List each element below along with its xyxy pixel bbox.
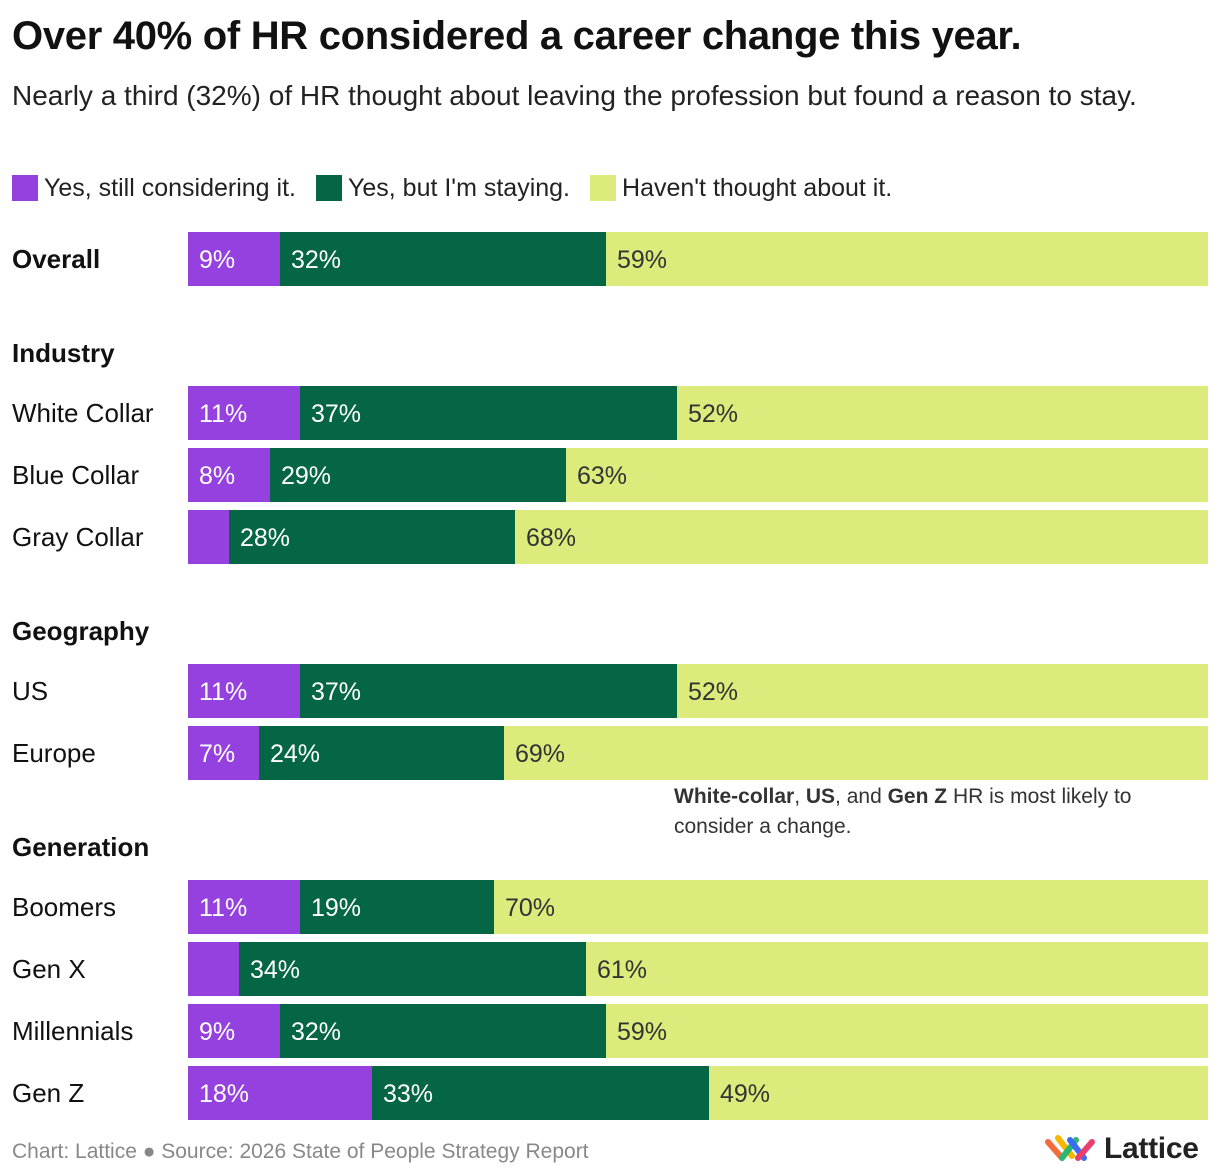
bar-label-boomers-considering: 11% <box>199 894 247 922</box>
bar-label-gray-collar-staying: 28% <box>240 524 290 552</box>
legend-label-considering: Yes, still considering it. <box>44 173 296 202</box>
annotation-bold-1: White-collar <box>674 785 795 808</box>
bar-millennials-considering <box>188 1004 280 1058</box>
bar-label-europe-not-thought: 69% <box>515 740 565 768</box>
legend-swatch-not-thought <box>590 175 617 201</box>
bar-millennials-staying <box>280 1004 606 1058</box>
bar-label-blue-collar-considering: 8% <box>199 462 235 490</box>
bar-label-gen-z-staying: 33% <box>383 1080 433 1108</box>
bar-gen-x-considering <box>188 942 239 996</box>
bar-label-overall-staying: 32% <box>291 246 341 274</box>
group-title-generation: Generation <box>12 832 149 862</box>
bar-white-collar-staying <box>300 386 677 440</box>
bar-europe-not-thought <box>504 726 1208 780</box>
bar-label-gen-z-considering: 18% <box>199 1080 249 1108</box>
bar-label-millennials-considering: 9% <box>199 1018 235 1046</box>
annotation-bold-3: Gen Z <box>887 785 948 808</box>
bar-label-boomers-staying: 19% <box>311 894 361 922</box>
bar-gray-collar-staying <box>229 510 515 564</box>
row-label-europe: Europe <box>12 738 96 768</box>
group-title-geography: Geography <box>12 616 150 646</box>
legend-swatch-staying <box>315 175 342 201</box>
bar-boomers-staying <box>300 880 494 934</box>
legend-item-considering: Yes, still considering it. <box>12 174 296 203</box>
row-label-white-collar: White Collar <box>12 398 154 428</box>
bar-label-boomers-not-thought: 70% <box>505 894 555 922</box>
chart-source-footer: Chart: Lattice ● Source: 2026 State of P… <box>12 1140 589 1163</box>
lattice-logo: Lattice <box>1044 1132 1199 1166</box>
bar-label-europe-staying: 24% <box>270 740 320 768</box>
bar-gen-z-not-thought <box>709 1066 1208 1120</box>
legend-label-staying: Yes, but I'm staying. <box>347 173 571 202</box>
bar-blue-collar-considering <box>188 448 270 502</box>
bar-millennials-not-thought <box>606 1004 1208 1058</box>
row-label-boomers: Boomers <box>12 892 116 922</box>
bar-gen-z-considering <box>188 1066 372 1120</box>
row-label-blue-collar: Blue Collar <box>12 460 140 490</box>
row-label-millennials: Millennials <box>12 1016 133 1046</box>
bar-gray-collar-considering <box>188 510 229 564</box>
annotation-text-2: , and <box>835 785 888 808</box>
chart-subtitle: Nearly a third (32%) of HR thought about… <box>12 80 1137 111</box>
annotation-text-3: HR is most likely to consider a change. <box>674 785 1132 838</box>
legend-label-not-thought: Haven't thought about it. <box>622 173 893 202</box>
bar-label-us-considering: 11% <box>199 678 247 706</box>
bar-europe-staying <box>259 726 504 780</box>
bar-label-us-staying: 37% <box>311 678 361 706</box>
bar-white-collar-considering <box>188 386 300 440</box>
bar-overall-not-thought <box>606 232 1208 286</box>
bar-white-collar-not-thought <box>677 386 1208 440</box>
bar-overall-staying <box>280 232 606 286</box>
bar-label-europe-considering: 7% <box>199 740 235 768</box>
bar-blue-collar-not-thought <box>566 448 1208 502</box>
row-label-us: US <box>12 676 48 706</box>
bar-boomers-not-thought <box>494 880 1208 934</box>
bar-gen-x-staying <box>239 942 586 996</box>
bar-us-considering <box>188 664 300 718</box>
chart-annotation: White-collar, US, and Gen Z HR is most l… <box>674 782 1204 842</box>
bar-label-overall-not-thought: 59% <box>617 246 667 274</box>
bar-us-staying <box>300 664 677 718</box>
annotation-text-1: , <box>794 785 806 808</box>
bar-gen-z-staying <box>372 1066 709 1120</box>
bar-us-not-thought <box>677 664 1208 718</box>
chart-title: Over 40% of HR considered a career chang… <box>12 14 1022 58</box>
legend-item-not-thought: Haven't thought about it. <box>590 174 892 203</box>
bar-label-us-not-thought: 52% <box>688 678 738 706</box>
lattice-logo-text: Lattice <box>1104 1132 1199 1165</box>
bar-blue-collar-staying <box>270 448 566 502</box>
bar-boomers-considering <box>188 880 300 934</box>
legend-swatch-considering <box>12 175 38 201</box>
bar-label-white-collar-staying: 37% <box>311 400 361 428</box>
row-label-gen-x: Gen X <box>12 954 86 984</box>
annotation-bold-2: US <box>805 785 836 808</box>
bar-gray-collar-not-thought <box>515 510 1208 564</box>
bar-label-white-collar-considering: 11% <box>199 400 247 428</box>
bar-label-blue-collar-staying: 29% <box>281 462 331 490</box>
group-title-industry: Industry <box>12 338 115 368</box>
row-label-gen-z: Gen Z <box>12 1078 84 1108</box>
row-label-overall: Overall <box>12 244 100 274</box>
bar-label-gray-collar-not-thought: 68% <box>526 524 576 552</box>
lattice-logo-icon <box>1045 1135 1095 1161</box>
bar-overall-considering <box>188 232 280 286</box>
bar-label-gen-z-not-thought: 49% <box>720 1080 770 1108</box>
bar-label-white-collar-not-thought: 52% <box>688 400 738 428</box>
bar-label-gen-x-staying: 34% <box>250 956 300 984</box>
legend-item-staying: Yes, but I'm staying. <box>315 173 571 203</box>
bar-europe-considering <box>188 726 259 780</box>
bar-gen-x-not-thought <box>586 942 1208 996</box>
bar-label-blue-collar-not-thought: 63% <box>577 462 627 490</box>
legend: Yes, still considering it. Yes, but I'm … <box>12 170 912 206</box>
bar-label-millennials-staying: 32% <box>291 1018 341 1046</box>
bar-label-gen-x-not-thought: 61% <box>597 956 647 984</box>
bar-label-millennials-not-thought: 59% <box>617 1018 667 1046</box>
bar-label-overall-considering: 9% <box>199 246 235 274</box>
row-label-gray-collar: Gray Collar <box>12 522 144 552</box>
